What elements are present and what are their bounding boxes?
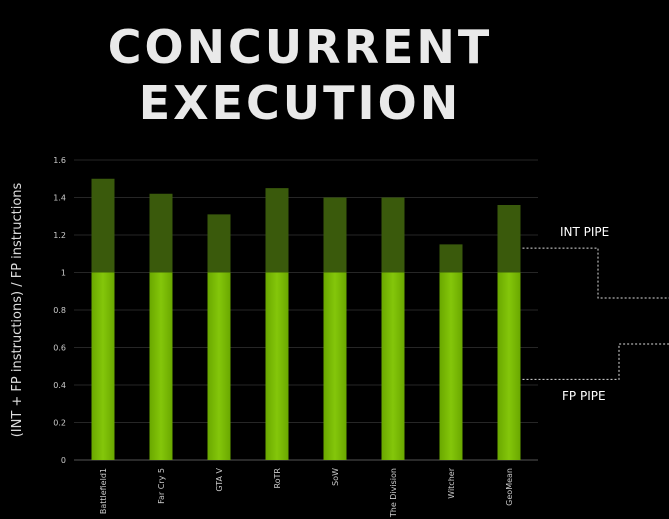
x-tick-label: Far Cry 5	[157, 468, 166, 504]
x-tick-label: SoW	[331, 468, 340, 486]
y-axis-ticks: 0 0.2 0.4 0.6 0.8 1 1.2 1.4 1.6	[53, 156, 66, 465]
bar-int-4	[323, 197, 347, 273]
bar-int-3	[265, 188, 289, 273]
y-tick-label: 1.2	[53, 231, 66, 240]
fp-pipe-connector	[522, 343, 669, 380]
bar-int-2	[207, 214, 231, 273]
x-tick-label: Witcher	[447, 467, 456, 498]
y-tick-label: 1	[61, 269, 66, 278]
fp-pipe-label: FP PIPE	[562, 389, 606, 403]
bar-fp-3	[265, 272, 289, 460]
bar-fp-7	[497, 272, 521, 460]
y-tick-label: 1.4	[53, 194, 66, 203]
bar-int-1	[149, 193, 173, 273]
title-line-2: EXECUTION	[138, 76, 462, 130]
bar-fp-0	[91, 272, 115, 460]
x-tick-label: RoTR	[273, 468, 282, 489]
bar-fp-4	[323, 272, 347, 460]
int-pipe-label: INT PIPE	[560, 225, 609, 239]
y-tick-label: 0.8	[53, 306, 66, 315]
y-tick-label: 0.6	[53, 344, 66, 353]
y-tick-label: 1.6	[53, 156, 66, 165]
y-axis-label: (INT + FP instructions) / FP instruction…	[10, 182, 25, 437]
y-tick-label: 0.4	[53, 381, 66, 390]
bar-int-7	[497, 205, 521, 273]
bar-int-6	[439, 244, 463, 273]
title-line-1: CONCURRENT	[107, 20, 493, 74]
bar-fp-5	[381, 272, 405, 460]
bars	[91, 178, 521, 460]
int-pipe-connector	[522, 247, 669, 299]
bar-fp-6	[439, 272, 463, 460]
bar-fp-1	[149, 272, 173, 460]
pipe-annotations: INT PIPE FP PIPE	[522, 225, 669, 403]
bar-int-0	[91, 178, 115, 273]
x-tick-label: GeoMean	[505, 468, 514, 506]
bar-int-5	[381, 197, 405, 273]
x-tick-label: The Division	[389, 468, 398, 518]
x-tick-label: GTA V	[215, 467, 224, 491]
x-axis-ticks: Battlefield1 Far Cry 5 GTA V RoTR SoW The Div…	[99, 467, 514, 518]
grid-lines	[74, 159, 538, 461]
y-tick-label: 0	[61, 456, 66, 465]
y-tick-label: 0.2	[53, 419, 66, 428]
x-tick-label: Battlefield1	[99, 468, 108, 514]
bar-fp-2	[207, 272, 231, 460]
